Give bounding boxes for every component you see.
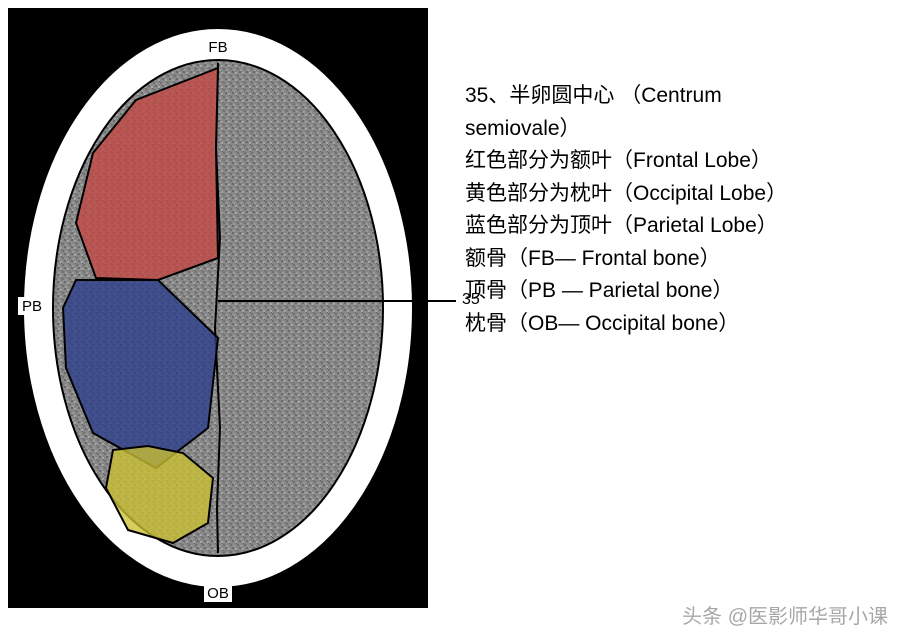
- legend-line: 蓝色部分为顶叶（Parietal Lobe）: [465, 210, 885, 243]
- bone-label-fb: FB: [208, 39, 227, 56]
- bone-label-pb: PB: [22, 298, 42, 315]
- legend-line: 35、半卵圆中心 （Centrum: [465, 80, 885, 113]
- legend-line: 黄色部分为枕叶（Occipital Lobe）: [465, 178, 885, 211]
- callout-line: [218, 300, 456, 302]
- legend-line: 枕骨（OB— Occipital bone）: [465, 308, 885, 341]
- legend-line: 红色部分为额叶（Frontal Lobe）: [465, 145, 885, 178]
- bone-label-ob: OB: [207, 585, 229, 602]
- legend-line: 顶骨（PB — Parietal bone）: [465, 275, 885, 308]
- watermark: 头条 @医影师华哥小课: [682, 600, 888, 629]
- ct-diagram: FB PB OB: [8, 8, 428, 608]
- ct-svg: FB PB OB: [8, 8, 428, 608]
- legend-text: 35、半卵圆中心 （Centrum semiovale） 红色部分为额叶（Fro…: [465, 80, 885, 340]
- legend-line: 额骨（FB— Frontal bone）: [465, 243, 885, 276]
- legend-line: semiovale）: [465, 113, 885, 146]
